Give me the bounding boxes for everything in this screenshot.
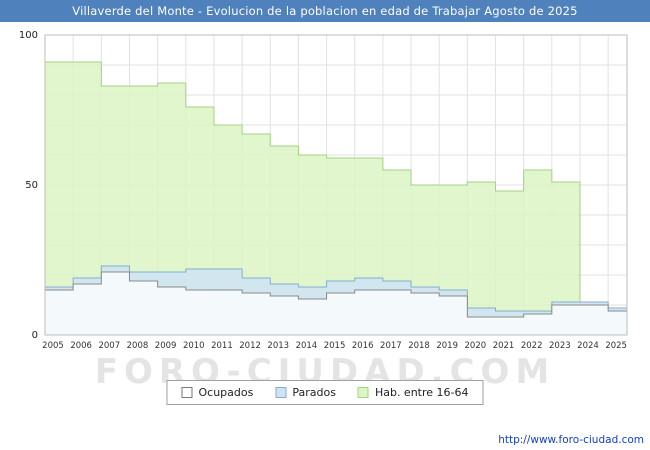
x-tick-label: 2011: [211, 341, 233, 351]
footer: http://www.foro-ciudad.com: [498, 428, 644, 447]
x-tick-label: 2018: [408, 341, 430, 351]
x-tick-label: 2008: [127, 341, 149, 351]
x-tick-label: 2012: [239, 341, 261, 351]
legend: Ocupados Parados Hab. entre 16-64: [166, 380, 484, 405]
foro-ciudad-link[interactable]: http://www.foro-ciudad.com: [498, 434, 644, 446]
legend-item-ocupados: Ocupados: [181, 386, 253, 399]
legend-swatch: [181, 387, 193, 398]
legend-swatch: [357, 387, 369, 398]
y-tick-label: 0: [32, 330, 38, 341]
legend-label: Ocupados: [198, 386, 254, 399]
x-tick-label: 2007: [98, 341, 120, 351]
x-tick-label: 2006: [70, 341, 92, 351]
legend-label: Parados: [292, 386, 336, 399]
x-tick-label: 2005: [42, 341, 64, 351]
x-tick-label: 2016: [352, 341, 374, 351]
x-tick-label: 2009: [155, 341, 177, 351]
x-tick-label: 2015: [324, 341, 346, 351]
y-tick-label: 100: [19, 30, 38, 41]
series-hab-16-64-area: [45, 62, 627, 335]
plot-border: [44, 34, 628, 336]
x-tick-label: 2013: [267, 341, 289, 351]
x-tick-label: 2024: [577, 341, 599, 351]
series-parados-line: [45, 265, 627, 312]
x-tick-label: 2017: [380, 341, 402, 351]
x-tick-label: 2019: [436, 341, 458, 351]
title-bar: Villaverde del Monte - Evolucion de la p…: [0, 0, 650, 22]
chart-title: Villaverde del Monte - Evolucion de la p…: [72, 4, 578, 18]
x-tick-label: 2014: [296, 341, 318, 351]
series-hab-16-64-line: [45, 61, 627, 312]
x-tick-label: 2010: [183, 341, 205, 351]
x-tick-label: 2023: [549, 341, 571, 351]
series-ocupados-area: [45, 272, 627, 335]
legend-label: Hab. entre 16-64: [374, 386, 469, 399]
legend-item-parados: Parados: [275, 386, 336, 399]
x-tick-label: 2020: [465, 341, 487, 351]
x-tick-label: 2021: [493, 341, 515, 351]
x-tick-label: 2025: [605, 341, 627, 351]
series-ocupados-line: [45, 271, 627, 318]
legend-swatch: [275, 387, 287, 398]
x-tick-label: 2022: [521, 341, 543, 351]
y-tick-label: 50: [25, 180, 38, 191]
legend-item-hab-entre-16-64: Hab. entre 16-64: [357, 386, 469, 399]
